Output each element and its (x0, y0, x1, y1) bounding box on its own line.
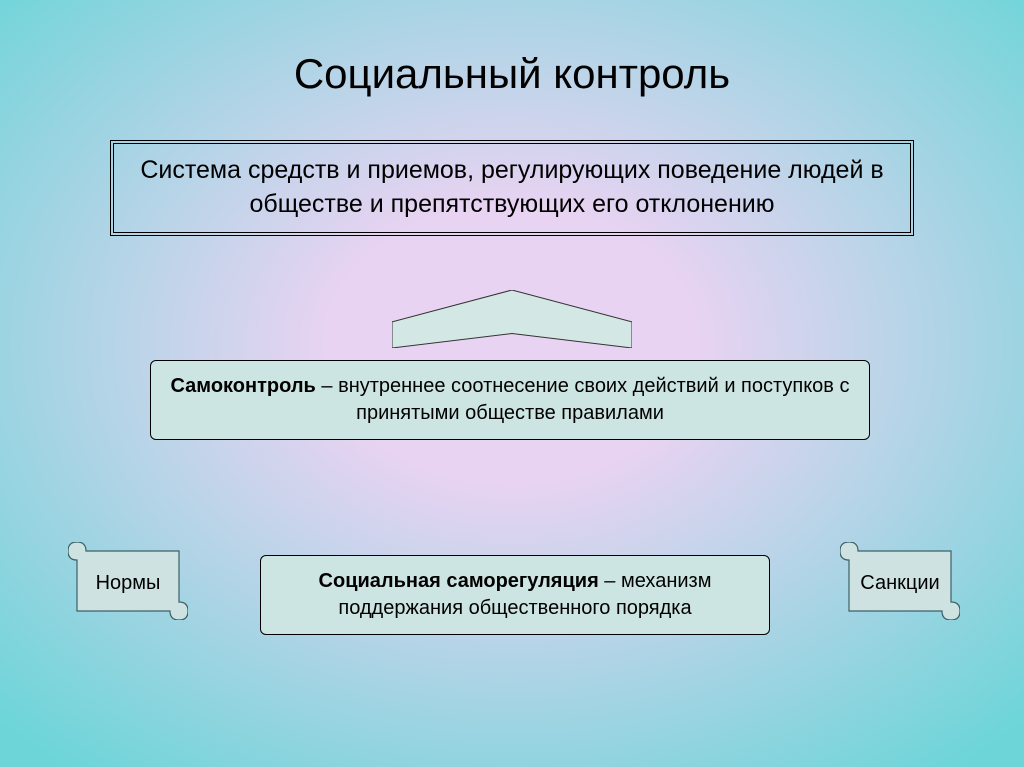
selfregulation-box: Социальная саморегуляция – механизм подд… (260, 555, 770, 635)
sanctions-label: Санкции (840, 572, 960, 595)
selfcontrol-box: Самоконтроль – внутреннее соотнесение св… (150, 360, 870, 440)
selfregulation-term: Социальная саморегуляция (319, 570, 599, 592)
definition-box: Система средств и приемов, регулирующих … (110, 140, 914, 236)
slide-root: Социальный контроль Система средств и пр… (0, 0, 1024, 767)
up-arrow (392, 290, 632, 353)
selfcontrol-text: – внутреннее соотнесение своих действий … (316, 375, 850, 424)
norms-label: Нормы (68, 572, 188, 595)
selfcontrol-term: Самоконтроль (170, 375, 315, 397)
slide-title: Социальный контроль (0, 50, 1024, 98)
